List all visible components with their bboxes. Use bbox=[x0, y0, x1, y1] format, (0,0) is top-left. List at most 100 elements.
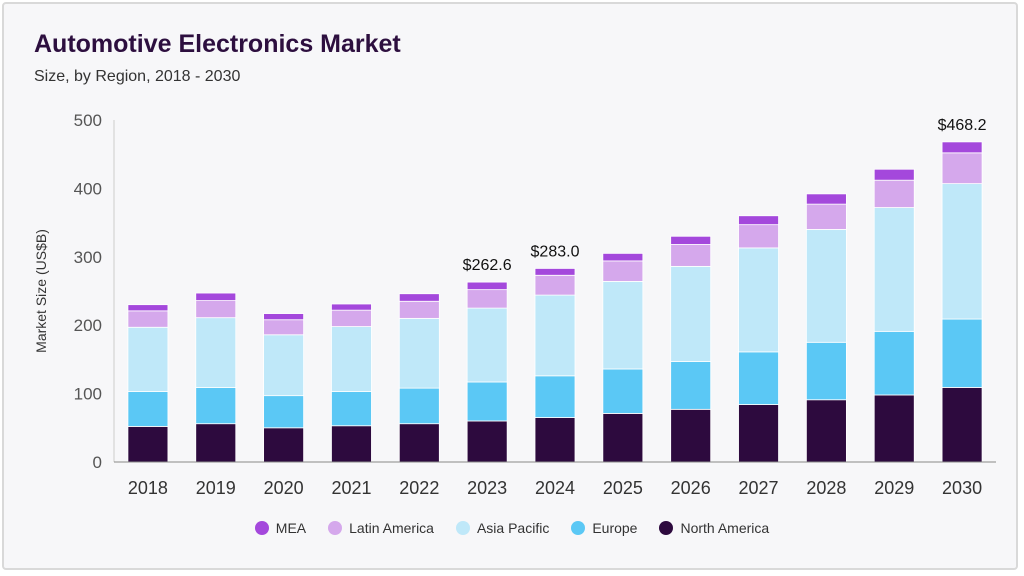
bar-north-america-2020 bbox=[263, 427, 305, 463]
bar-north-america-2027 bbox=[738, 404, 779, 463]
data-labels: $262.6 $283.0 $468.2 bbox=[463, 117, 987, 274]
bar-mea-2025 bbox=[602, 252, 644, 262]
bar-asia-pacific-2018 bbox=[127, 326, 169, 392]
legend-item-latin-america: Latin America bbox=[328, 520, 434, 536]
bar-europe-2028 bbox=[805, 341, 847, 401]
bar-europe-2027 bbox=[738, 351, 779, 405]
bar-asia-pacific-2029 bbox=[873, 207, 915, 332]
bar-asia-pacific-2021 bbox=[331, 326, 372, 392]
y-axis: 0 100 200 300 400 500 Market Size (US$B) bbox=[33, 111, 115, 472]
bar-latin-america-2019 bbox=[195, 300, 237, 319]
chart-card: Automotive Electronics Market Size, by R… bbox=[2, 2, 1018, 570]
x-tick-label: 2018 bbox=[128, 478, 168, 498]
bar-europe-2022 bbox=[398, 387, 440, 425]
bar-north-america-2024 bbox=[534, 417, 576, 463]
bar-latin-america-2020 bbox=[263, 319, 305, 336]
bars-group bbox=[127, 141, 983, 463]
bar-europe-2018 bbox=[127, 391, 169, 427]
bar-north-america-2018 bbox=[127, 426, 169, 463]
legend-swatch bbox=[571, 521, 586, 535]
bar-europe-2030 bbox=[941, 318, 983, 388]
bar-mea-2026 bbox=[670, 235, 712, 245]
bar-mea-2030 bbox=[941, 141, 983, 154]
legend-item-north-america: North America bbox=[659, 520, 769, 536]
bar-mea-2029 bbox=[873, 168, 915, 181]
legend-label: Europe bbox=[592, 520, 638, 536]
bar-north-america-2019 bbox=[195, 423, 237, 463]
bar-europe-2026 bbox=[670, 361, 712, 410]
bar-mea-2019 bbox=[195, 292, 237, 301]
bar-europe-2029 bbox=[873, 330, 915, 396]
legend-swatch bbox=[254, 521, 269, 535]
y-tick-label: 200 bbox=[74, 316, 102, 335]
bar-north-america-2025 bbox=[602, 413, 644, 463]
bar-latin-america-2028 bbox=[805, 203, 847, 230]
bar-europe-2025 bbox=[602, 368, 644, 414]
legend-label: MEA bbox=[275, 520, 307, 536]
x-tick-label: 2027 bbox=[739, 478, 779, 498]
legend-swatch bbox=[328, 521, 343, 535]
y-tick-label: 300 bbox=[74, 248, 102, 267]
bar-latin-america-2021 bbox=[331, 309, 372, 327]
x-tick-label: 2026 bbox=[671, 478, 711, 498]
bar-mea-2022 bbox=[398, 293, 440, 302]
bar-mea-2018 bbox=[127, 304, 169, 312]
y-tick-label: 500 bbox=[74, 111, 102, 130]
bar-mea-2028 bbox=[805, 193, 847, 205]
bar-latin-america-2023 bbox=[466, 289, 508, 309]
bar-latin-america-2027 bbox=[738, 224, 779, 249]
bar-mea-2020 bbox=[263, 313, 305, 321]
bar-europe-2019 bbox=[195, 387, 237, 425]
bar-north-america-2021 bbox=[331, 425, 372, 463]
bar-mea-2021 bbox=[331, 303, 372, 311]
legend-swatch bbox=[455, 521, 470, 535]
chart-subtitle: Size, by Region, 2018 - 2030 bbox=[34, 68, 241, 85]
bar-europe-2024 bbox=[534, 375, 576, 418]
bar-asia-pacific-2027 bbox=[738, 247, 779, 353]
x-tick-label: 2030 bbox=[942, 478, 982, 498]
legend: MEA Latin America Asia Pacific Europe North … bbox=[4, 520, 1016, 536]
bar-asia-pacific-2026 bbox=[670, 265, 712, 362]
bar-asia-pacific-2024 bbox=[534, 294, 576, 377]
bar-north-america-2026 bbox=[670, 408, 712, 463]
bar-north-america-2030 bbox=[941, 387, 983, 463]
bar-north-america-2029 bbox=[873, 394, 915, 463]
x-tick-label: 2021 bbox=[331, 478, 371, 498]
x-tick-label: 2028 bbox=[806, 478, 846, 498]
y-tick-label: 100 bbox=[74, 385, 102, 404]
bar-latin-america-2025 bbox=[602, 260, 644, 282]
data-label-2024: $283.0 bbox=[531, 243, 580, 260]
legend-item-europe: Europe bbox=[571, 520, 637, 536]
data-label-2023: $262.6 bbox=[463, 257, 512, 274]
bar-asia-pacific-2023 bbox=[466, 307, 508, 383]
bar-mea-2027 bbox=[738, 215, 779, 226]
data-label-2030: $468.2 bbox=[938, 117, 987, 134]
x-tick-label: 2029 bbox=[874, 478, 914, 498]
bar-mea-2023 bbox=[466, 281, 508, 291]
legend-label: Asia Pacific bbox=[476, 520, 550, 536]
legend-label: Latin America bbox=[349, 520, 434, 536]
legend-swatch bbox=[659, 521, 674, 535]
x-tick-label: 2019 bbox=[196, 478, 236, 498]
bar-latin-america-2024 bbox=[534, 274, 576, 296]
y-axis-label: Market Size (US$B) bbox=[33, 229, 49, 353]
x-tick-label: 2023 bbox=[467, 478, 507, 498]
bar-asia-pacific-2019 bbox=[195, 317, 237, 388]
bar-asia-pacific-2028 bbox=[805, 229, 847, 343]
x-tick-label: 2020 bbox=[264, 478, 304, 498]
y-tick-label: 400 bbox=[74, 179, 102, 198]
bar-north-america-2022 bbox=[398, 423, 440, 463]
bar-latin-america-2030 bbox=[941, 152, 983, 185]
bar-asia-pacific-2030 bbox=[941, 183, 983, 320]
bar-europe-2023 bbox=[466, 381, 508, 422]
bar-latin-america-2029 bbox=[873, 179, 915, 208]
bar-latin-america-2018 bbox=[127, 310, 169, 328]
bar-north-america-2028 bbox=[805, 399, 847, 463]
x-axis: 2018 2019 2020 2021 2022 2023 2024 2025 2026 2027… bbox=[114, 461, 996, 498]
x-tick-label: 2024 bbox=[535, 478, 575, 498]
bar-latin-america-2026 bbox=[670, 244, 712, 267]
legend-label: North America bbox=[680, 520, 770, 536]
bar-asia-pacific-2022 bbox=[398, 317, 440, 389]
bar-north-america-2023 bbox=[466, 420, 508, 463]
